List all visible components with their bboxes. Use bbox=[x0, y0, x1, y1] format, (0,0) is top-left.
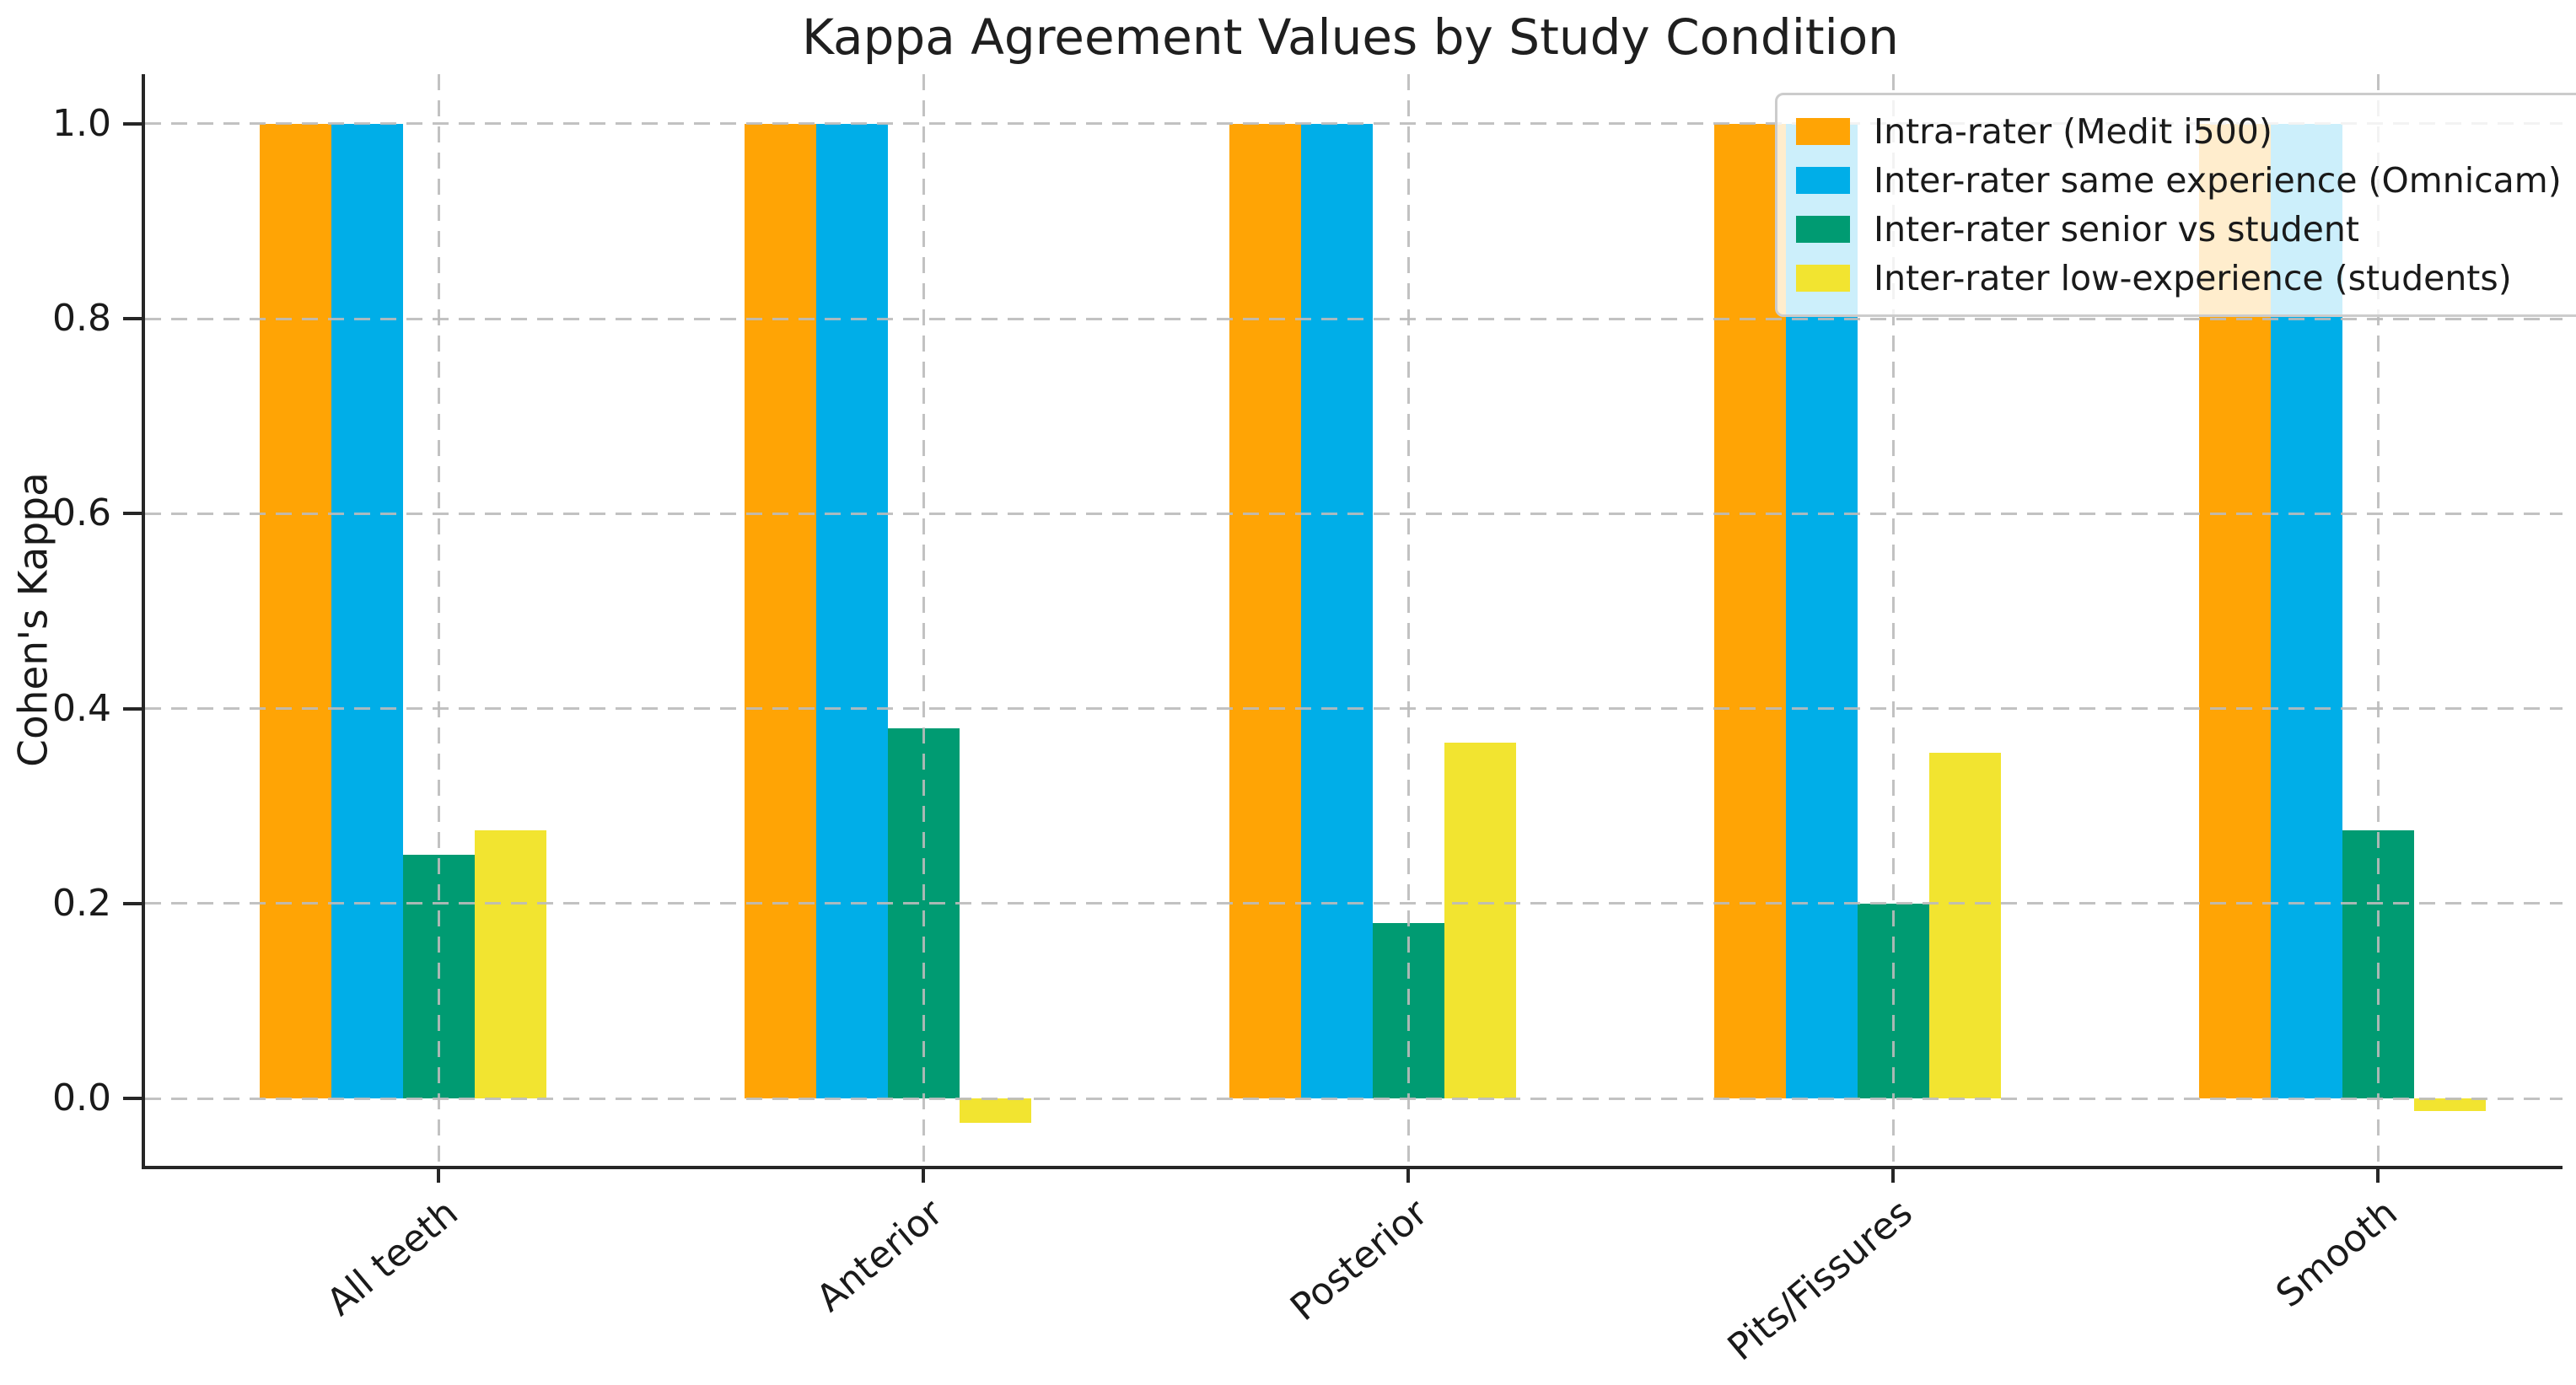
y-tick-mark bbox=[123, 1097, 142, 1101]
gridline-v bbox=[1406, 74, 1410, 1166]
bar bbox=[815, 123, 888, 1099]
x-tick-label: All teeth bbox=[319, 1191, 466, 1325]
legend-swatch bbox=[1796, 216, 1850, 243]
gridline-h bbox=[145, 512, 2563, 515]
y-tick-label: 0.0 bbox=[52, 1076, 111, 1120]
bar bbox=[1300, 123, 1373, 1099]
x-tick-mark bbox=[1891, 1166, 1895, 1183]
x-tick-label: Smooth bbox=[2267, 1191, 2406, 1317]
bar bbox=[744, 123, 816, 1099]
y-tick-label: 0.8 bbox=[52, 297, 111, 341]
x-tick-label: Pits/Fissures bbox=[1719, 1191, 1921, 1370]
bar bbox=[1928, 752, 2001, 1099]
y-tick-mark bbox=[123, 901, 142, 905]
x-tick-mark bbox=[922, 1166, 925, 1183]
y-tick-mark bbox=[123, 706, 142, 711]
bar bbox=[1713, 123, 1786, 1099]
gridline-h bbox=[145, 707, 2563, 711]
y-tick-label: 0.6 bbox=[52, 491, 111, 535]
legend-label: Inter-rater senior vs student bbox=[1874, 209, 2359, 250]
x-tick-label: Anterior bbox=[808, 1191, 951, 1321]
bar bbox=[959, 1098, 1031, 1124]
legend-item: Inter-rater low-experience (students) bbox=[1796, 254, 2562, 303]
legend-item: Inter-rater same experience (Omnicam) bbox=[1796, 156, 2562, 205]
gridline-v bbox=[922, 74, 925, 1166]
legend-swatch bbox=[1796, 118, 1850, 145]
x-tick-mark bbox=[1406, 1166, 1410, 1183]
legend-item: Inter-rater senior vs student bbox=[1796, 205, 2562, 254]
legend-label: Inter-rater low-experience (students) bbox=[1874, 258, 2512, 298]
bar bbox=[474, 830, 546, 1099]
gridline-h bbox=[145, 317, 2563, 320]
y-tick-label: 0.2 bbox=[52, 881, 111, 925]
y-tick-mark bbox=[123, 317, 142, 321]
bar bbox=[2413, 1098, 2486, 1112]
x-tick-label: Posterior bbox=[1283, 1191, 1436, 1330]
y-tick-mark bbox=[123, 121, 142, 126]
chart-title: Kappa Agreement Values by Study Conditio… bbox=[802, 8, 1899, 66]
bar bbox=[259, 123, 331, 1099]
x-tick-mark bbox=[437, 1166, 440, 1183]
y-tick-mark bbox=[123, 512, 142, 516]
gridline-v bbox=[1891, 74, 1895, 1166]
y-tick-label: 0.4 bbox=[52, 686, 111, 730]
gridline-h bbox=[145, 122, 2563, 126]
y-tick-label: 1.0 bbox=[52, 101, 111, 145]
gridline-h bbox=[145, 1097, 2563, 1100]
legend-swatch bbox=[1796, 167, 1850, 194]
gridline-v bbox=[437, 74, 440, 1166]
legend-label: Intra-rater (Medit i500) bbox=[1874, 111, 2272, 152]
legend-label: Inter-rater same experience (Omnicam) bbox=[1874, 160, 2562, 201]
legend-swatch bbox=[1796, 265, 1850, 292]
bar bbox=[1229, 123, 1301, 1099]
legend: Intra-rater (Medit i500) Inter-rater same… bbox=[1775, 93, 2576, 317]
x-tick-mark bbox=[2376, 1166, 2380, 1183]
legend-item: Intra-rater (Medit i500) bbox=[1796, 107, 2562, 156]
gridline-v bbox=[2376, 74, 2380, 1166]
gridline-h bbox=[145, 902, 2563, 905]
bar bbox=[331, 123, 403, 1099]
bar bbox=[1444, 743, 1516, 1099]
